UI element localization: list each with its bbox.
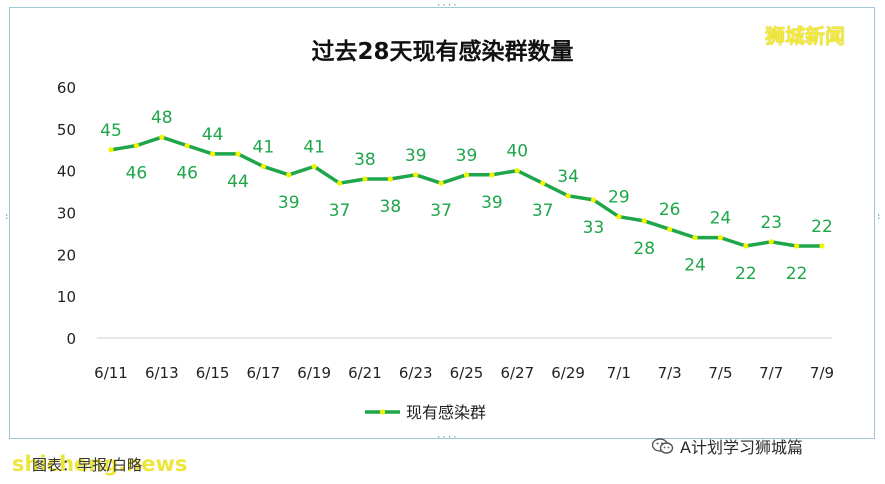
data-point <box>590 197 597 203</box>
data-point <box>108 147 114 153</box>
data-point <box>717 235 724 241</box>
x-tick-label: 7/9 <box>810 364 834 382</box>
data-point <box>235 151 241 157</box>
data-label: 40 <box>506 142 528 162</box>
resize-handle-right[interactable]: : <box>876 212 882 222</box>
data-point <box>794 243 800 249</box>
chart-title: 过去28天现有感染群数量 <box>311 39 574 65</box>
data-point <box>463 172 470 178</box>
x-tick-label: 6/25 <box>450 364 484 382</box>
source-credit: 图表：早报/白略 <box>32 456 143 474</box>
data-point <box>743 243 749 249</box>
x-tick-label: 6/19 <box>297 364 331 382</box>
data-point <box>438 180 444 186</box>
data-point <box>616 214 622 220</box>
chart-frame <box>9 7 875 439</box>
data-point <box>692 235 698 241</box>
data-label: 48 <box>151 108 173 128</box>
y-tick-label: 0 <box>66 330 76 348</box>
data-point <box>565 193 571 199</box>
wechat-account: A计划学习狮城篇 <box>652 435 803 457</box>
data-point <box>133 142 139 149</box>
y-tick-label: 60 <box>57 79 76 97</box>
data-point <box>514 168 520 174</box>
data-label: 22 <box>735 264 757 284</box>
x-tick-label: 6/23 <box>399 364 433 382</box>
data-label: 37 <box>329 201 351 221</box>
data-label: 45 <box>100 121 122 141</box>
data-label: 41 <box>253 137 275 157</box>
data-point <box>540 180 546 186</box>
watermark-top-right: 狮城新闻 <box>765 24 845 48</box>
legend-marker <box>379 409 386 415</box>
resize-handle-top[interactable]: ···· <box>436 1 458 11</box>
data-label: 22 <box>786 264 808 284</box>
resize-handle-bottom[interactable]: ···· <box>436 433 458 443</box>
x-tick-label: 6/13 <box>145 364 179 382</box>
data-point <box>260 163 266 170</box>
data-label: 37 <box>532 201 554 221</box>
data-label: 29 <box>608 188 630 208</box>
data-label: 33 <box>583 218 605 238</box>
data-label: 38 <box>380 197 402 217</box>
data-point <box>209 151 216 157</box>
x-tick-label: 6/21 <box>348 364 382 382</box>
data-label: 24 <box>710 209 732 229</box>
data-label: 39 <box>481 193 503 213</box>
y-tick-label: 10 <box>57 288 76 306</box>
data-point <box>641 218 647 224</box>
data-label: 37 <box>430 201 452 221</box>
x-tick-label: 6/27 <box>500 364 534 382</box>
data-point <box>413 172 419 178</box>
x-tick-label: 7/5 <box>708 364 732 382</box>
data-label: 34 <box>557 167 579 187</box>
data-label: 44 <box>227 172 249 192</box>
data-point <box>387 176 393 182</box>
data-label: 26 <box>659 200 681 220</box>
data-label: 22 <box>811 217 833 237</box>
x-tick-label: 6/17 <box>247 364 281 382</box>
data-point <box>159 134 165 140</box>
data-label: 46 <box>176 164 198 184</box>
data-label: 39 <box>278 193 300 213</box>
data-label: 38 <box>354 150 376 170</box>
wechat-icon <box>652 438 674 454</box>
data-label: 24 <box>684 256 706 276</box>
legend-label: 现有感染群 <box>406 403 486 422</box>
data-label: 46 <box>126 164 148 184</box>
resize-handle-left[interactable]: : <box>4 212 10 222</box>
y-tick-label: 50 <box>57 121 76 139</box>
x-tick-label: 7/1 <box>607 364 631 382</box>
data-point <box>489 172 495 178</box>
data-point <box>667 226 673 232</box>
watermark-bottom-left: shicheng.news <box>12 452 188 476</box>
x-tick-label: 6/15 <box>196 364 230 382</box>
data-point <box>362 176 368 182</box>
y-tick-label: 20 <box>57 246 76 264</box>
data-label: 39 <box>405 146 427 166</box>
data-point <box>311 163 317 170</box>
data-label: 41 <box>303 137 325 157</box>
data-label: 39 <box>456 146 478 166</box>
data-point <box>819 243 825 249</box>
x-tick-label: 7/7 <box>759 364 783 382</box>
x-tick-label: 7/3 <box>658 364 682 382</box>
data-point <box>336 180 343 186</box>
data-label: 28 <box>633 239 655 259</box>
x-tick-label: 6/11 <box>94 364 128 382</box>
wechat-account-name: A计划学习狮城篇 <box>680 438 803 457</box>
data-point <box>184 142 190 149</box>
data-point <box>768 239 774 245</box>
y-tick-label: 40 <box>57 163 76 181</box>
data-label: 44 <box>202 125 224 145</box>
data-label: 23 <box>760 213 782 233</box>
x-tick-label: 6/29 <box>551 364 585 382</box>
data-point <box>286 172 292 178</box>
y-tick-label: 30 <box>57 205 76 223</box>
